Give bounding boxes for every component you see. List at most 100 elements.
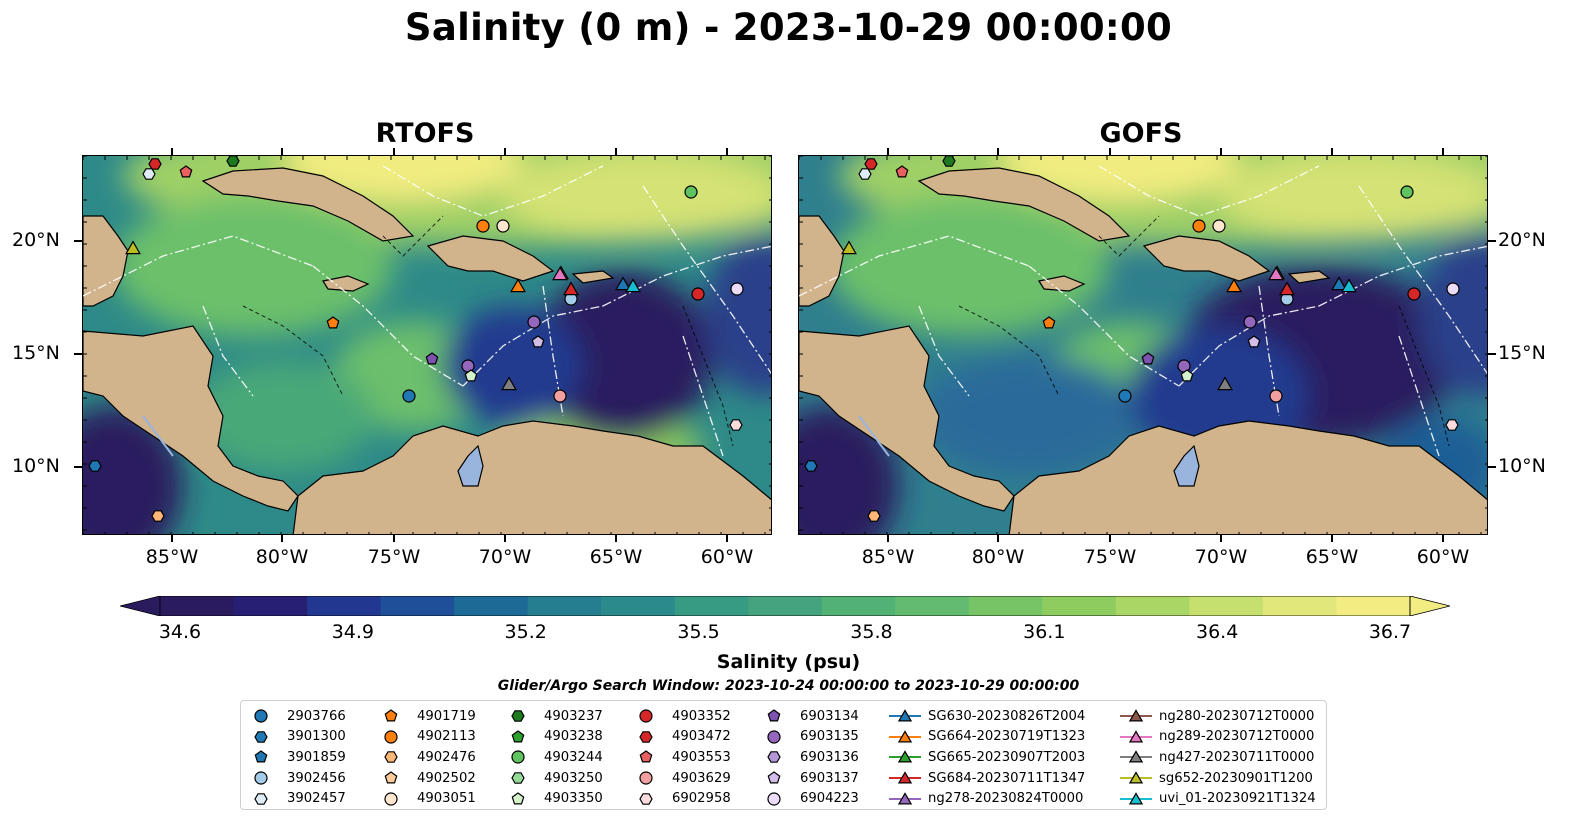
legend-entry: 3901300	[249, 727, 346, 748]
float-marker-4902476	[867, 510, 881, 522]
x-tick-label: 65°W	[1305, 546, 1359, 568]
axis-tick	[1220, 535, 1222, 542]
legend-label: 4903350	[544, 791, 603, 807]
legend-label: ng280-20230712T0000	[1159, 708, 1315, 724]
observation-markers	[88, 156, 744, 522]
float-marker-4903051	[1212, 219, 1226, 233]
legend-entry: ng289-20230712T0000	[1119, 727, 1316, 748]
pentagon-marker-icon	[384, 771, 398, 784]
circle-marker-icon	[254, 771, 268, 785]
glider-marker-SG664-20230719T1323	[510, 278, 526, 293]
legend-marker	[1128, 771, 1144, 784]
float-marker-4903244	[684, 185, 698, 199]
float-marker-4903352	[1407, 287, 1421, 301]
salinity-map	[83, 156, 771, 534]
panel-title-rtofs: RTOFS	[375, 118, 475, 149]
x-tick-label: 75°W	[1083, 546, 1137, 568]
glider-marker-uvi_01-20230921T1324	[625, 278, 641, 293]
legend-entry: 6903135	[762, 727, 859, 748]
legend-entry: 4903553	[634, 747, 731, 768]
float-marker-3901300	[804, 460, 818, 472]
float-marker-4901719	[326, 316, 340, 329]
legend-label: 3902457	[287, 791, 346, 807]
float-marker-3902457	[142, 168, 156, 180]
axis-tick	[74, 353, 82, 355]
legend-column: 6903134 6903135 6903136 6903137 6904223	[762, 706, 859, 809]
axis-tick	[74, 240, 82, 242]
axis-tick	[171, 148, 173, 155]
legend-label: 4902476	[417, 749, 476, 765]
legend-marker	[1128, 750, 1144, 763]
axis-tick	[1442, 148, 1444, 155]
axis-tick	[1109, 148, 1111, 155]
colorbar-bin	[454, 596, 529, 616]
map-panel-gofs	[798, 155, 1488, 535]
float-marker-3902457	[858, 168, 872, 180]
float-marker-4902113	[476, 219, 490, 233]
triangle-marker-icon	[1120, 791, 1152, 805]
legend-label: SG664-20230719T1323	[928, 729, 1086, 745]
axis-tick	[1109, 535, 1111, 542]
float-marker-4903244	[1400, 185, 1414, 199]
colorbar-svg	[119, 595, 1451, 617]
legend-marker	[1128, 709, 1144, 722]
float-marker-6903137	[1247, 335, 1261, 348]
triangle-marker-icon	[889, 730, 921, 743]
axis-tick	[615, 535, 617, 542]
colorbar-bin	[527, 596, 602, 616]
legend-label: ng289-20230712T0000	[1159, 729, 1315, 745]
legend-marker	[384, 730, 398, 744]
glider-marker-SG630-20230826T2004	[615, 276, 631, 291]
axis-tick	[393, 148, 395, 155]
colorbar-bin	[380, 596, 455, 616]
pentagon-marker-icon	[639, 750, 653, 763]
float-marker-6903134	[425, 352, 439, 365]
legend-entry: uvi_01-20230921T1324	[1119, 788, 1316, 809]
legend-entry: 6904223	[762, 788, 859, 809]
legend-entry: 4903472	[634, 727, 731, 748]
x-tick-label: 60°W	[1416, 546, 1470, 568]
legend-label: 4903472	[672, 729, 731, 745]
legend-entry: SG665-20230907T2003	[888, 747, 1085, 768]
legend-label: 3901300	[287, 729, 346, 745]
float-marker-3901300	[88, 460, 102, 472]
legend-marker	[1128, 791, 1144, 805]
float-marker-6903135	[527, 315, 541, 329]
legend-label: 4903051	[417, 791, 476, 807]
colorbar-tick-label: 35.2	[504, 621, 547, 643]
legend-entry: ng427-20230711T0000	[1119, 747, 1316, 768]
legend-marker	[767, 751, 781, 764]
triangle-marker-icon	[1120, 771, 1152, 784]
legend-label: 6903137	[800, 770, 859, 786]
glider-marker-ng427-20230711T0000	[501, 376, 517, 391]
float-marker-4903237	[942, 156, 956, 167]
legend-entry: 4903051	[379, 788, 476, 809]
legend-marker	[384, 709, 398, 722]
glider-marker-SG630-20230826T2004	[1331, 276, 1347, 291]
float-marker-4903352	[691, 287, 705, 301]
legend-entry: 4903237	[506, 706, 603, 727]
legend-entry: 2903766	[249, 706, 346, 727]
y-tick-label-left: 10°N	[12, 455, 60, 477]
hexagon-marker-icon	[639, 792, 653, 805]
legend-entry: 4902476	[379, 747, 476, 768]
legend-label: SG684-20230711T1347	[928, 770, 1086, 786]
legend-marker	[639, 792, 653, 805]
legend-entry: 4903244	[506, 747, 603, 768]
legend-marker	[511, 730, 525, 743]
x-tick-label: 70°W	[478, 546, 532, 568]
axis-tick	[997, 535, 999, 542]
legend-label: 6904223	[800, 791, 859, 807]
legend-label: 6903134	[800, 708, 859, 724]
map-panel-rtofs	[82, 155, 772, 535]
hexagon-marker-icon	[639, 731, 653, 743]
colorbar-bin	[160, 596, 235, 616]
circle-marker-icon	[254, 709, 268, 723]
x-tick-label: 75°W	[367, 546, 421, 568]
glider-marker-SG664-20230719T1323	[1226, 278, 1242, 293]
legend-label: sg652-20230901T1200	[1159, 770, 1313, 786]
x-tick-label: 80°W	[255, 546, 309, 568]
glider-marker-uvi_01-20230921T1324	[1341, 278, 1357, 293]
legend-marker	[639, 771, 653, 785]
legend-marker	[767, 730, 781, 744]
